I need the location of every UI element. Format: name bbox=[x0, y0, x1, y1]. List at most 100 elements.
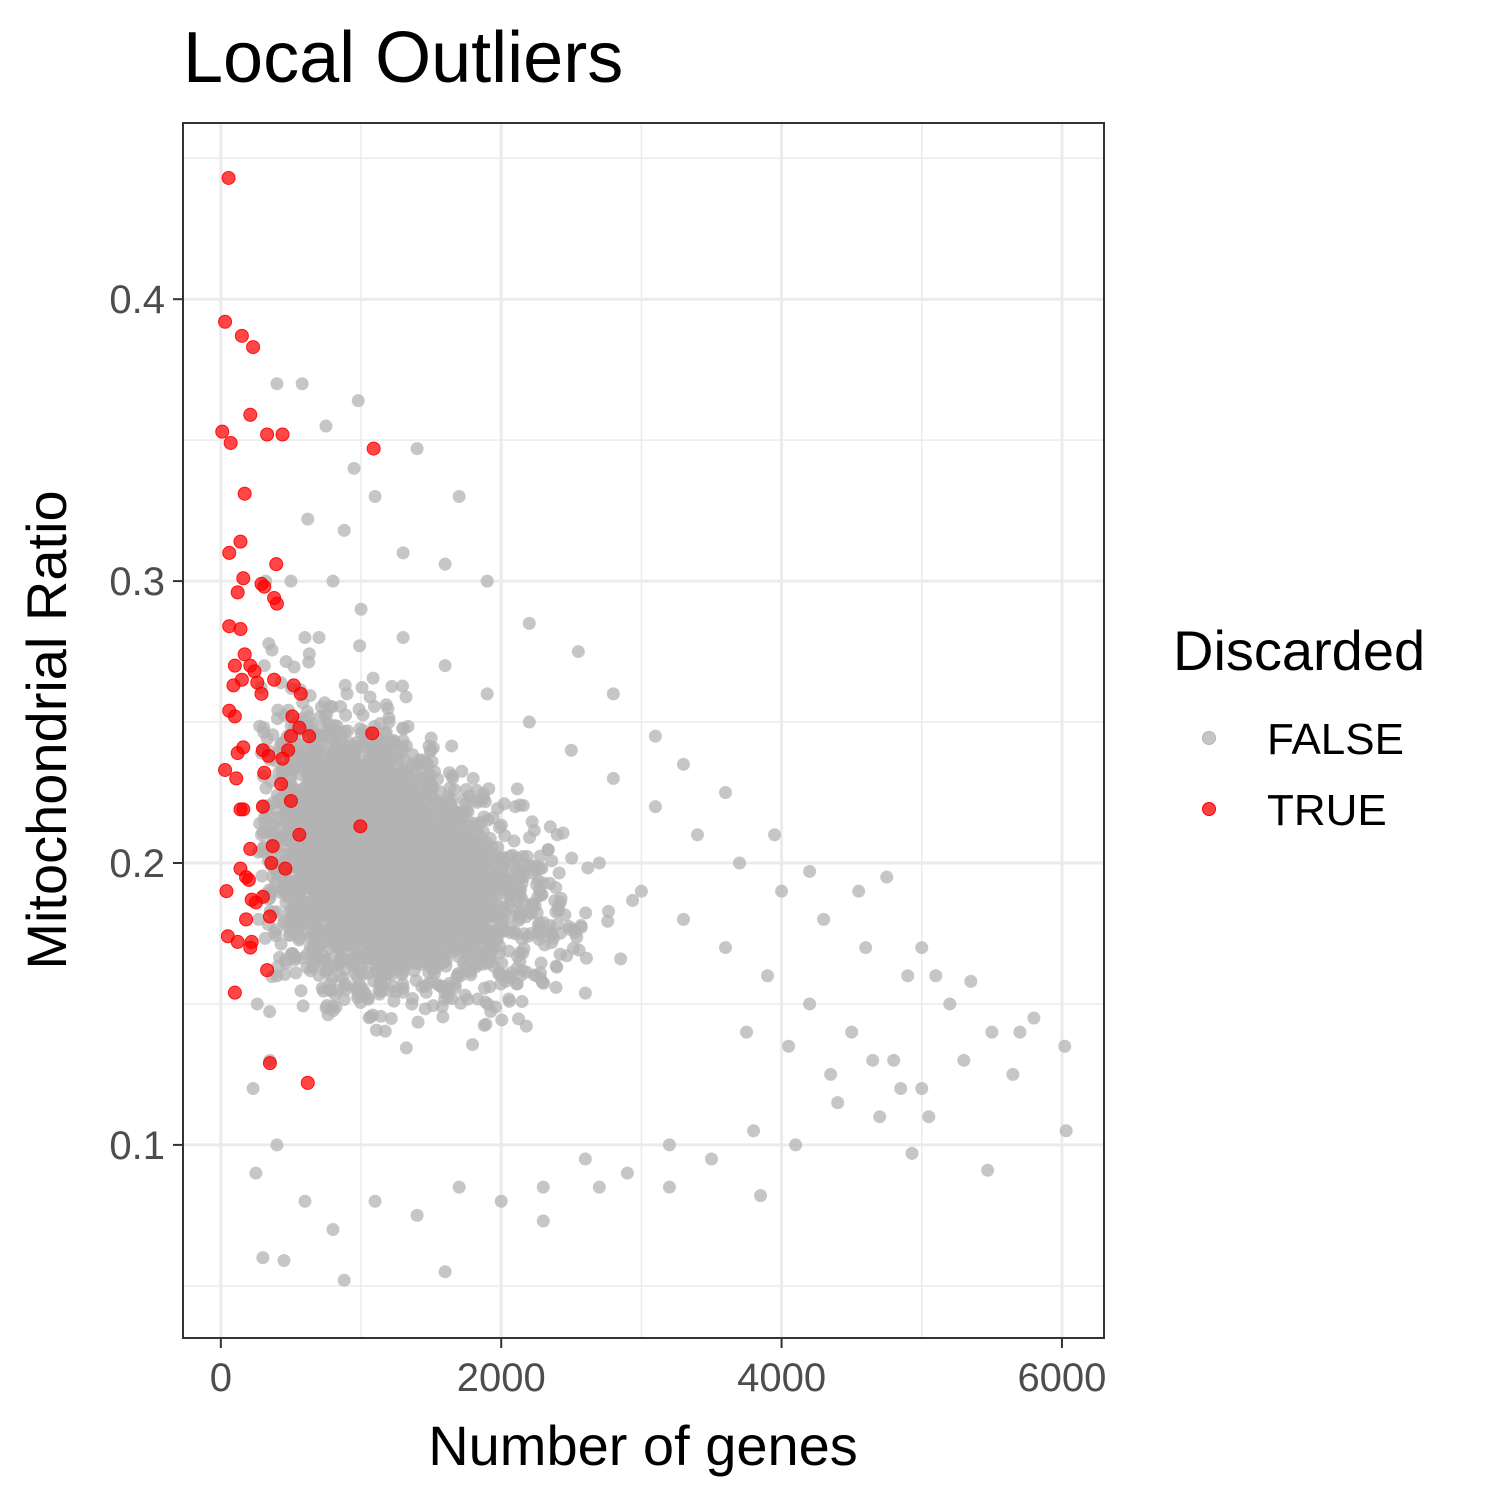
false-point-cloud bbox=[405, 997, 419, 1011]
true-point bbox=[274, 777, 289, 792]
false-point-cloud bbox=[448, 783, 462, 797]
false-point-cloud bbox=[316, 812, 330, 826]
false-point-cloud bbox=[403, 885, 417, 899]
false-point-cloud bbox=[441, 990, 455, 1004]
false-point-cloud bbox=[395, 807, 409, 821]
false-point bbox=[319, 419, 333, 433]
true-point bbox=[254, 686, 269, 701]
true-point bbox=[218, 762, 233, 777]
false-point-cloud bbox=[369, 1023, 383, 1037]
false-point-cloud bbox=[399, 1041, 413, 1055]
false-point bbox=[866, 1053, 880, 1067]
false-point bbox=[901, 969, 915, 983]
false-point-cloud bbox=[490, 890, 504, 904]
false-point-cloud bbox=[423, 910, 437, 924]
false-point-cloud bbox=[336, 842, 350, 856]
false-point-cloud bbox=[481, 997, 495, 1011]
false-point-cloud bbox=[396, 679, 410, 693]
x-tick-label: 0 bbox=[210, 1356, 232, 1400]
true-point bbox=[267, 672, 282, 687]
false-point-cloud bbox=[355, 680, 369, 694]
false-point-cloud bbox=[565, 851, 579, 865]
false-point-cloud bbox=[429, 962, 443, 976]
false-point bbox=[964, 974, 978, 988]
false-point-cloud bbox=[420, 784, 434, 798]
false-point-cloud bbox=[614, 952, 628, 966]
false-point bbox=[803, 864, 817, 878]
false-point-cloud bbox=[294, 984, 308, 998]
false-point-cloud bbox=[370, 815, 384, 829]
false-point-cloud bbox=[387, 861, 401, 875]
y-axis-ticks: 0.1 0.2 0.3 0.4 bbox=[109, 278, 183, 1168]
false-point bbox=[789, 1138, 803, 1152]
false-point bbox=[915, 941, 929, 955]
legend: Discarded FALSE TRUE bbox=[1173, 619, 1425, 835]
false-point-cloud bbox=[329, 1000, 343, 1014]
false-point-cloud bbox=[370, 926, 384, 940]
false-point-cloud bbox=[533, 966, 547, 980]
true-point bbox=[226, 678, 241, 693]
true-point bbox=[265, 839, 280, 854]
false-point bbox=[284, 574, 298, 588]
legend-key-false bbox=[1202, 731, 1216, 745]
false-point bbox=[592, 1180, 606, 1194]
false-point bbox=[831, 1096, 845, 1110]
false-point-cloud bbox=[320, 916, 334, 930]
false-point-cloud bbox=[406, 853, 420, 867]
false-point-cloud bbox=[414, 843, 428, 857]
false-point-cloud bbox=[510, 782, 524, 796]
false-point-cloud bbox=[447, 810, 461, 824]
true-point bbox=[281, 743, 296, 758]
false-point bbox=[592, 856, 606, 870]
false-point bbox=[662, 1138, 676, 1152]
false-point-cloud bbox=[601, 904, 615, 918]
true-point bbox=[257, 579, 272, 594]
false-point-cloud bbox=[512, 1012, 526, 1026]
false-point-cloud bbox=[374, 970, 388, 984]
false-point-cloud bbox=[423, 878, 437, 892]
false-point-cloud bbox=[385, 968, 399, 982]
false-point-cloud bbox=[351, 948, 365, 962]
true-point bbox=[248, 895, 263, 910]
false-point bbox=[754, 1189, 768, 1203]
false-point-cloud bbox=[352, 783, 366, 797]
false-point-cloud bbox=[434, 979, 448, 993]
false-point bbox=[347, 461, 361, 475]
false-point-cloud bbox=[269, 929, 283, 943]
false-point-cloud bbox=[517, 870, 531, 884]
false-point bbox=[1058, 1039, 1072, 1053]
false-point-cloud bbox=[365, 798, 379, 812]
false-point-cloud bbox=[332, 747, 346, 761]
false-point-cloud bbox=[258, 931, 272, 945]
false-point-cloud bbox=[468, 923, 482, 937]
false-point-cloud bbox=[352, 702, 366, 716]
false-point-cloud bbox=[449, 886, 463, 900]
false-point-cloud bbox=[445, 739, 459, 753]
false-point-cloud bbox=[477, 981, 491, 995]
true-point bbox=[222, 545, 237, 560]
false-point bbox=[662, 1180, 676, 1194]
false-point bbox=[337, 1273, 351, 1287]
legend-title: Discarded bbox=[1173, 619, 1425, 682]
false-point bbox=[536, 1214, 550, 1228]
false-point-cloud bbox=[415, 980, 429, 994]
false-point-cloud bbox=[310, 829, 324, 843]
false-point-cloud bbox=[378, 726, 392, 740]
true-point bbox=[264, 855, 279, 870]
true-point bbox=[233, 622, 248, 637]
false-point bbox=[887, 1053, 901, 1067]
false-point-cloud bbox=[267, 818, 281, 832]
false-point-cloud bbox=[459, 783, 473, 797]
true-point bbox=[221, 170, 236, 185]
false-point-cloud bbox=[384, 1012, 398, 1026]
true-point bbox=[239, 912, 254, 927]
false-point bbox=[564, 743, 578, 757]
false-point bbox=[733, 856, 747, 870]
false-point-cloud bbox=[531, 918, 545, 932]
false-point-cloud bbox=[450, 970, 464, 984]
false-point-cloud bbox=[545, 854, 559, 868]
false-point-cloud bbox=[397, 722, 411, 736]
false-point-cloud bbox=[572, 943, 586, 957]
x-tick-label: 4000 bbox=[737, 1356, 826, 1400]
true-point bbox=[243, 940, 258, 955]
